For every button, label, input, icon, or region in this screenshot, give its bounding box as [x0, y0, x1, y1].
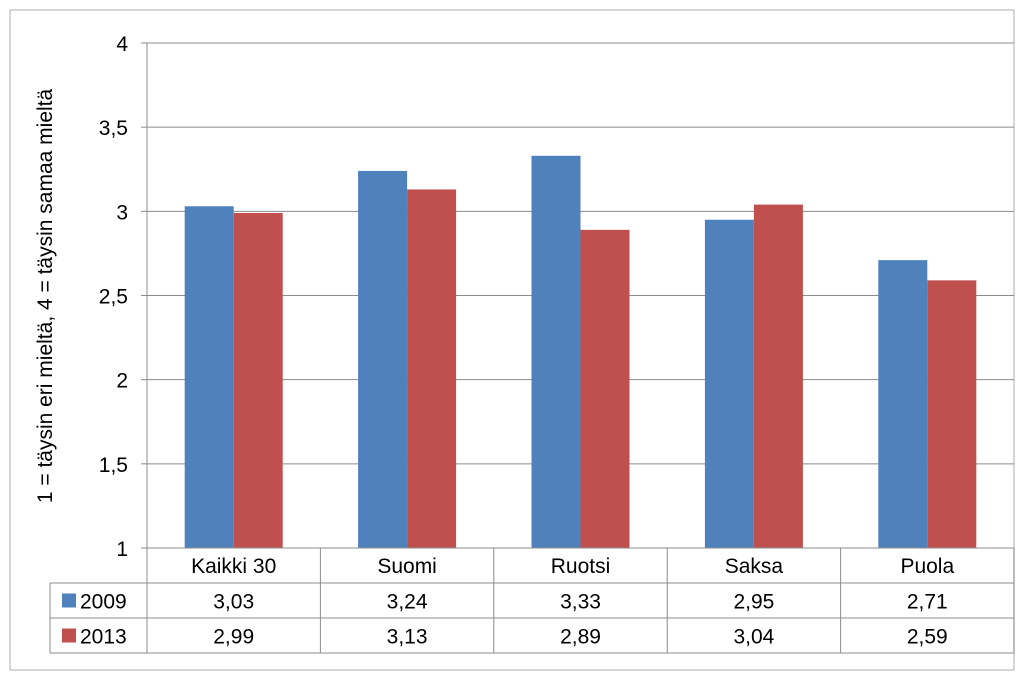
y-axis-title: 1 = täysin eri mieltä, 4 = täysin samaa …	[34, 89, 57, 504]
y-tick-label: 4	[116, 33, 128, 56]
y-tick-label: 3	[116, 201, 128, 224]
y-tick-label: 1,5	[99, 454, 128, 477]
x-category-label: Kaikki 30	[191, 555, 276, 578]
bar-2009-ruotsi	[531, 155, 581, 549]
y-tick-label: 3,5	[99, 117, 128, 140]
x-category-label: Puola	[900, 555, 954, 578]
bar-2013-kaikki-30	[233, 213, 283, 548]
legend-label: 2009	[80, 591, 127, 614]
bar-2013-suomi	[407, 189, 457, 548]
legend-key-2013	[62, 628, 76, 643]
chart-frame	[9, 9, 1015, 671]
bar-2009-suomi	[358, 170, 408, 548]
data-label: 2,99	[213, 626, 254, 649]
data-label: 3,33	[560, 591, 601, 614]
data-label: 2,95	[733, 591, 774, 614]
data-label: 3,24	[387, 591, 428, 614]
x-category-label: Ruotsi	[551, 555, 611, 578]
data-label: 3,03	[213, 591, 254, 614]
y-tick-label: 2	[116, 370, 128, 393]
legend-label: 2013	[80, 626, 127, 649]
bar-2009-saksa	[704, 219, 754, 548]
legend-key-2009	[62, 593, 76, 608]
bar-2009-puola	[878, 260, 928, 548]
bar-2013-saksa	[753, 204, 803, 548]
bar-2013-puola	[927, 280, 977, 548]
data-label: 3,13	[387, 626, 428, 649]
data-label: 3,04	[733, 626, 774, 649]
y-tick-label: 2,5	[99, 286, 128, 309]
y-axis-ticks: 1 1,5 2 2,5 3 3,5 4	[99, 33, 129, 561]
data-table: Kaikki 30 Suomi Ruotsi Saksa Puola 2009 3,03 3,…	[49, 43, 1015, 654]
x-category-label: Saksa	[725, 555, 784, 578]
data-label: 2,59	[907, 626, 948, 649]
data-label: 2,71	[907, 591, 948, 614]
data-label: 2,89	[560, 626, 601, 649]
bar-2013-ruotsi	[580, 229, 630, 548]
bars	[184, 155, 977, 549]
bar-2009-kaikki-30	[184, 206, 234, 549]
y-tick-label: 1	[116, 538, 128, 561]
x-category-label: Suomi	[377, 555, 437, 578]
